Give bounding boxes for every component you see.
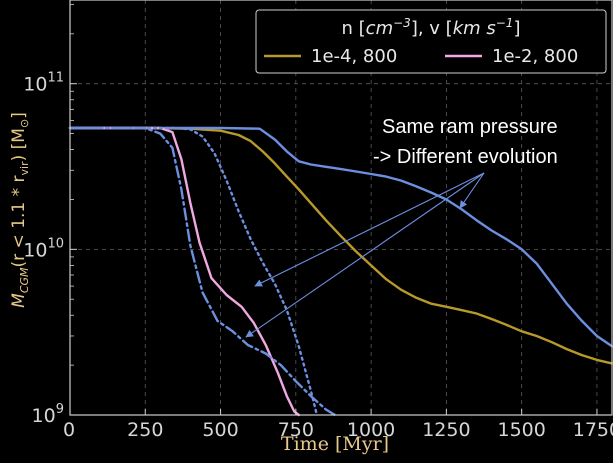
x-axis-label: Time [Myr] — [281, 433, 389, 455]
annotation-line-1: Same ram pressure — [382, 116, 558, 138]
y-tick-label: 109 — [32, 402, 64, 427]
legend-box — [255, 9, 607, 74]
x-tick-label: 1500 — [497, 419, 545, 441]
annotation-line-2: -> Different evolution — [373, 146, 558, 168]
annotation-arrow-1 — [459, 172, 485, 209]
x-tick-label: 1250 — [422, 419, 470, 441]
ticks: 0 250 500 750 1000 1250 1500 1750 109 1010 1011 — [23, 4, 613, 441]
series-line-3 — [68, 126, 300, 417]
series-line-4 — [68, 126, 337, 417]
legend-title: n [cm−3], v [km s−1] — [342, 16, 521, 39]
annotation-arrow-2 — [254, 172, 485, 287]
series-line-1 — [68, 126, 613, 365]
legend-label-2: 1e-2, 800 — [492, 46, 578, 67]
series-line-2 — [68, 126, 613, 348]
annotation-arrow-3 — [245, 172, 485, 338]
y-tick-label: 1010 — [23, 236, 64, 261]
series-line-5 — [68, 126, 319, 417]
legend: n [cm−3], v [km s−1] 1e-4, 800 1e-2, 800 — [255, 9, 607, 74]
plot-frame — [69, 0, 613, 416]
x-tick-label: 750 — [278, 419, 314, 441]
x-tick-label: 0 — [63, 419, 75, 441]
x-tick-label: 1000 — [347, 419, 395, 441]
y-axis-label: MCGM(r < 1.1 * rvir) [M⊙] — [9, 112, 31, 308]
y-tick-label: 1011 — [23, 71, 64, 96]
annotation-arrows — [245, 172, 485, 338]
x-tick-label: 1750 — [573, 419, 613, 441]
x-tick-label: 250 — [127, 419, 163, 441]
series-layer — [68, 126, 613, 417]
legend-label-1: 1e-4, 800 — [311, 46, 397, 67]
x-tick-label: 500 — [202, 419, 238, 441]
